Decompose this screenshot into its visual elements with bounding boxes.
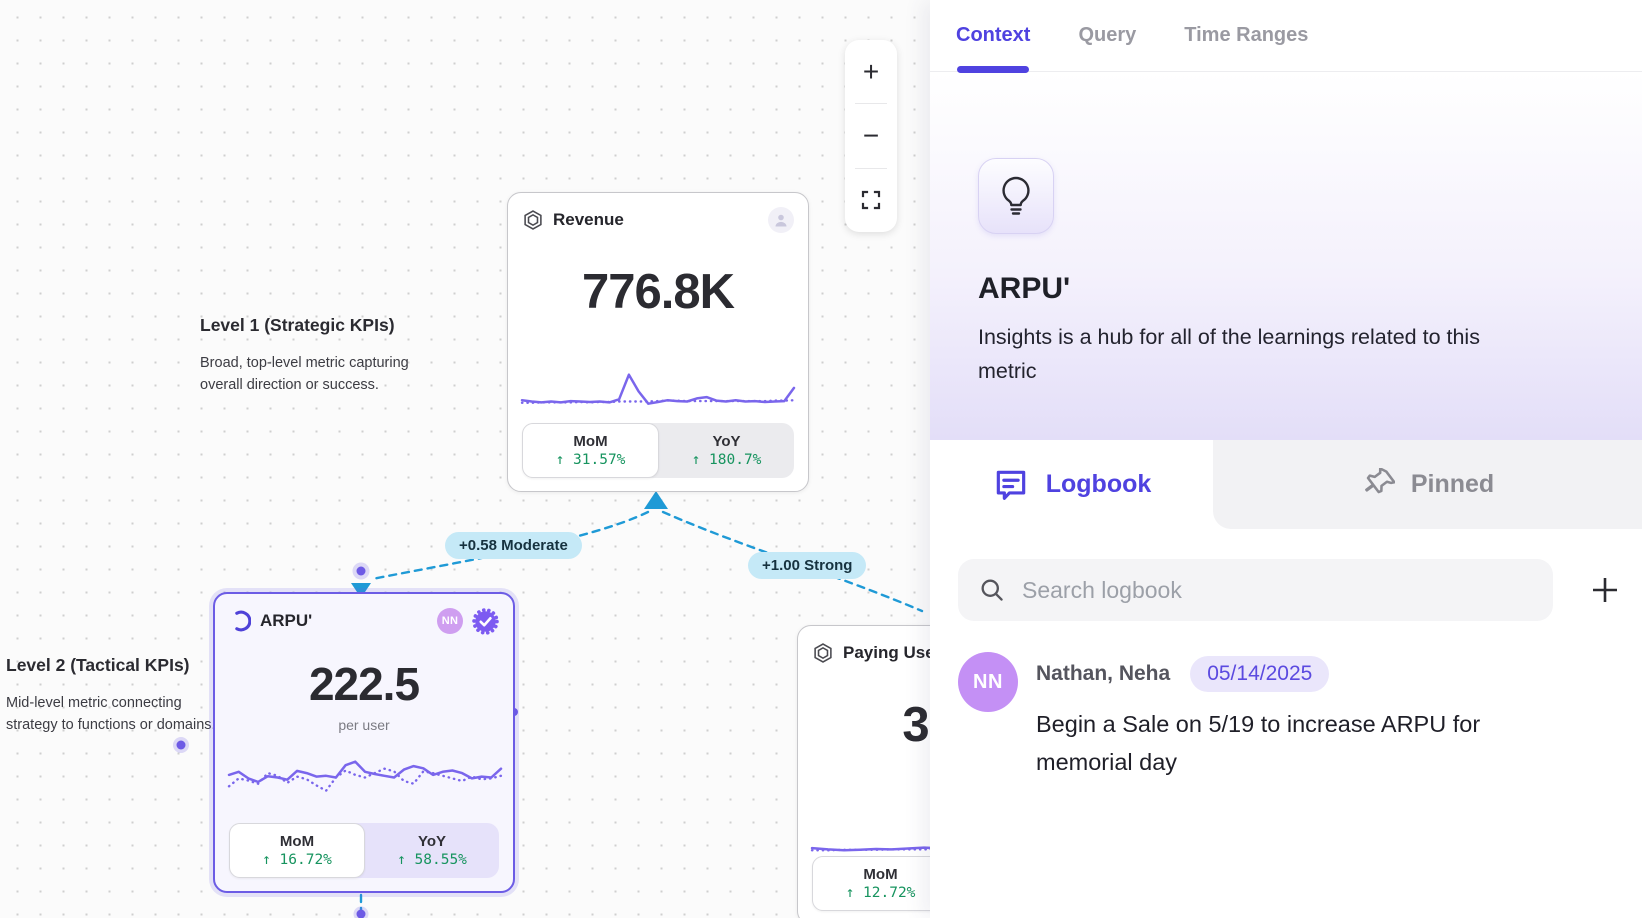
metric-node-paying-users[interactable]: Paying Users' 3,49 users MoM ↑ 12.72% (797, 625, 930, 918)
node-title: Paying Users' (843, 643, 930, 662)
search-icon (981, 579, 1003, 601)
metric-hexagon-icon (524, 210, 542, 230)
yoy-stat[interactable]: YoY ↑ 180.7% (691, 433, 762, 468)
add-logbook-entry-button[interactable] (1583, 568, 1627, 612)
metric-value: 776.8K (581, 265, 735, 319)
mom-stat[interactable]: MoM ↑ 16.72% (229, 823, 365, 878)
node-stats: MoM ↑ 31.57% YoY ↑ 180.7% (522, 423, 794, 478)
collaborator-avatar: NN (437, 608, 463, 634)
annotation-level-2: Level 2 (Tactical KPIs) Mid-level metric… (6, 655, 236, 736)
zoom-in-button[interactable]: + (862, 55, 880, 87)
annotation-title: Level 2 (Tactical KPIs) (6, 655, 190, 675)
logbook-tab-bar: Logbook Pinned (930, 440, 1642, 529)
metric-node-arpu[interactable]: ARPU' NN 222.5 per user MoM ↑ 16.72% (213, 592, 515, 893)
metric-value: 222.5 (308, 658, 420, 710)
node-title: ARPU' (260, 611, 313, 630)
annotation-title: Level 1 (Strategic KPIs) (200, 315, 395, 335)
details-panel: Context Query Time Ranges ARPU' Insights… (930, 0, 1642, 918)
insights-tile (978, 158, 1054, 234)
metric-tree-canvas[interactable]: Level 1 (Strategic KPIs) Broad, top-leve… (0, 0, 930, 918)
node-title: Revenue (553, 210, 624, 229)
tab-logbook[interactable]: Logbook (930, 440, 1213, 529)
paying-users-sparkline (810, 846, 930, 852)
logbook-search (958, 559, 1553, 621)
entry-author-avatar: NN (958, 652, 1018, 712)
logbook-entry[interactable]: NN Nathan, Neha 05/14/2025 Begin a Sale … (958, 652, 1642, 781)
logbook-comment-icon (996, 470, 1025, 500)
tab-context[interactable]: Context (956, 0, 1030, 73)
connection-handle-dot (356, 909, 366, 918)
entry-date-badge: 05/14/2025 (1190, 656, 1330, 692)
crescent-icon (235, 610, 251, 632)
edge-arrowhead-up (644, 491, 668, 509)
metric-value: 3,49 (902, 698, 930, 752)
fit-view-button[interactable] (845, 169, 897, 232)
metric-insights-header: ARPU' Insights is a hub for all of the l… (930, 72, 1642, 440)
tab-query[interactable]: Query (1078, 24, 1137, 46)
tab-time-ranges[interactable]: Time Ranges (1184, 24, 1309, 46)
yoy-stat[interactable]: YoY ↑ 58.55% (397, 833, 467, 868)
arpu-sparkline (227, 760, 503, 793)
edge-correlation-label[interactable]: +0.58 Moderate (445, 532, 582, 559)
verified-badge-icon (472, 607, 499, 635)
person-icon (775, 214, 787, 227)
metric-description: Insights is a hub for all of the learnin… (978, 325, 1480, 383)
lightbulb-icon (1002, 176, 1030, 215)
logbook-content: NN Nathan, Neha 05/14/2025 Begin a Sale … (930, 529, 1642, 781)
fullscreen-icon (861, 191, 881, 210)
search-input[interactable] (1022, 576, 1533, 604)
mom-stat[interactable]: MoM ↑ 12.72% (812, 856, 930, 911)
metric-unit: per user (338, 717, 390, 733)
connection-handle-halo (353, 906, 369, 918)
metric-node-revenue[interactable]: Revenue 776.8K MoM ↑ 31.57% YoY (507, 192, 809, 492)
connection-handle-halo (352, 562, 370, 580)
tab-pinned[interactable]: Pinned (1213, 440, 1642, 529)
entry-author: Nathan, Neha (1036, 662, 1171, 685)
canvas-zoom-toolbar: + − (845, 40, 897, 232)
metric-hexagon-icon (814, 643, 832, 663)
metric-unit: users (812, 759, 930, 775)
revenue-sparkline (520, 373, 796, 405)
metric-name: ARPU' (978, 272, 1071, 305)
plus-icon (1593, 578, 1617, 602)
entry-text: Begin a Sale on 5/19 to increase ARPU fo… (1036, 711, 1481, 775)
divider (855, 167, 887, 169)
connection-handle-dot (176, 740, 186, 750)
owner-avatar (768, 207, 794, 233)
mom-stat[interactable]: MoM ↑ 31.57% (522, 423, 659, 478)
edge-correlation-label[interactable]: +1.00 Strong (748, 552, 867, 579)
annotation-level-1: Level 1 (Strategic KPIs) Broad, top-leve… (200, 315, 440, 396)
divider (855, 103, 887, 105)
zoom-out-button[interactable]: − (862, 119, 880, 151)
pushpin-icon (1364, 467, 1395, 493)
panel-tab-bar: Context Query Time Ranges (930, 0, 1642, 73)
node-stats: MoM ↑ 16.72% YoY ↑ 58.55% (229, 823, 499, 878)
node-stats: MoM ↑ 12.72% (812, 856, 930, 911)
connection-handle-halo (173, 737, 189, 753)
connection-handle-dot (356, 566, 366, 576)
